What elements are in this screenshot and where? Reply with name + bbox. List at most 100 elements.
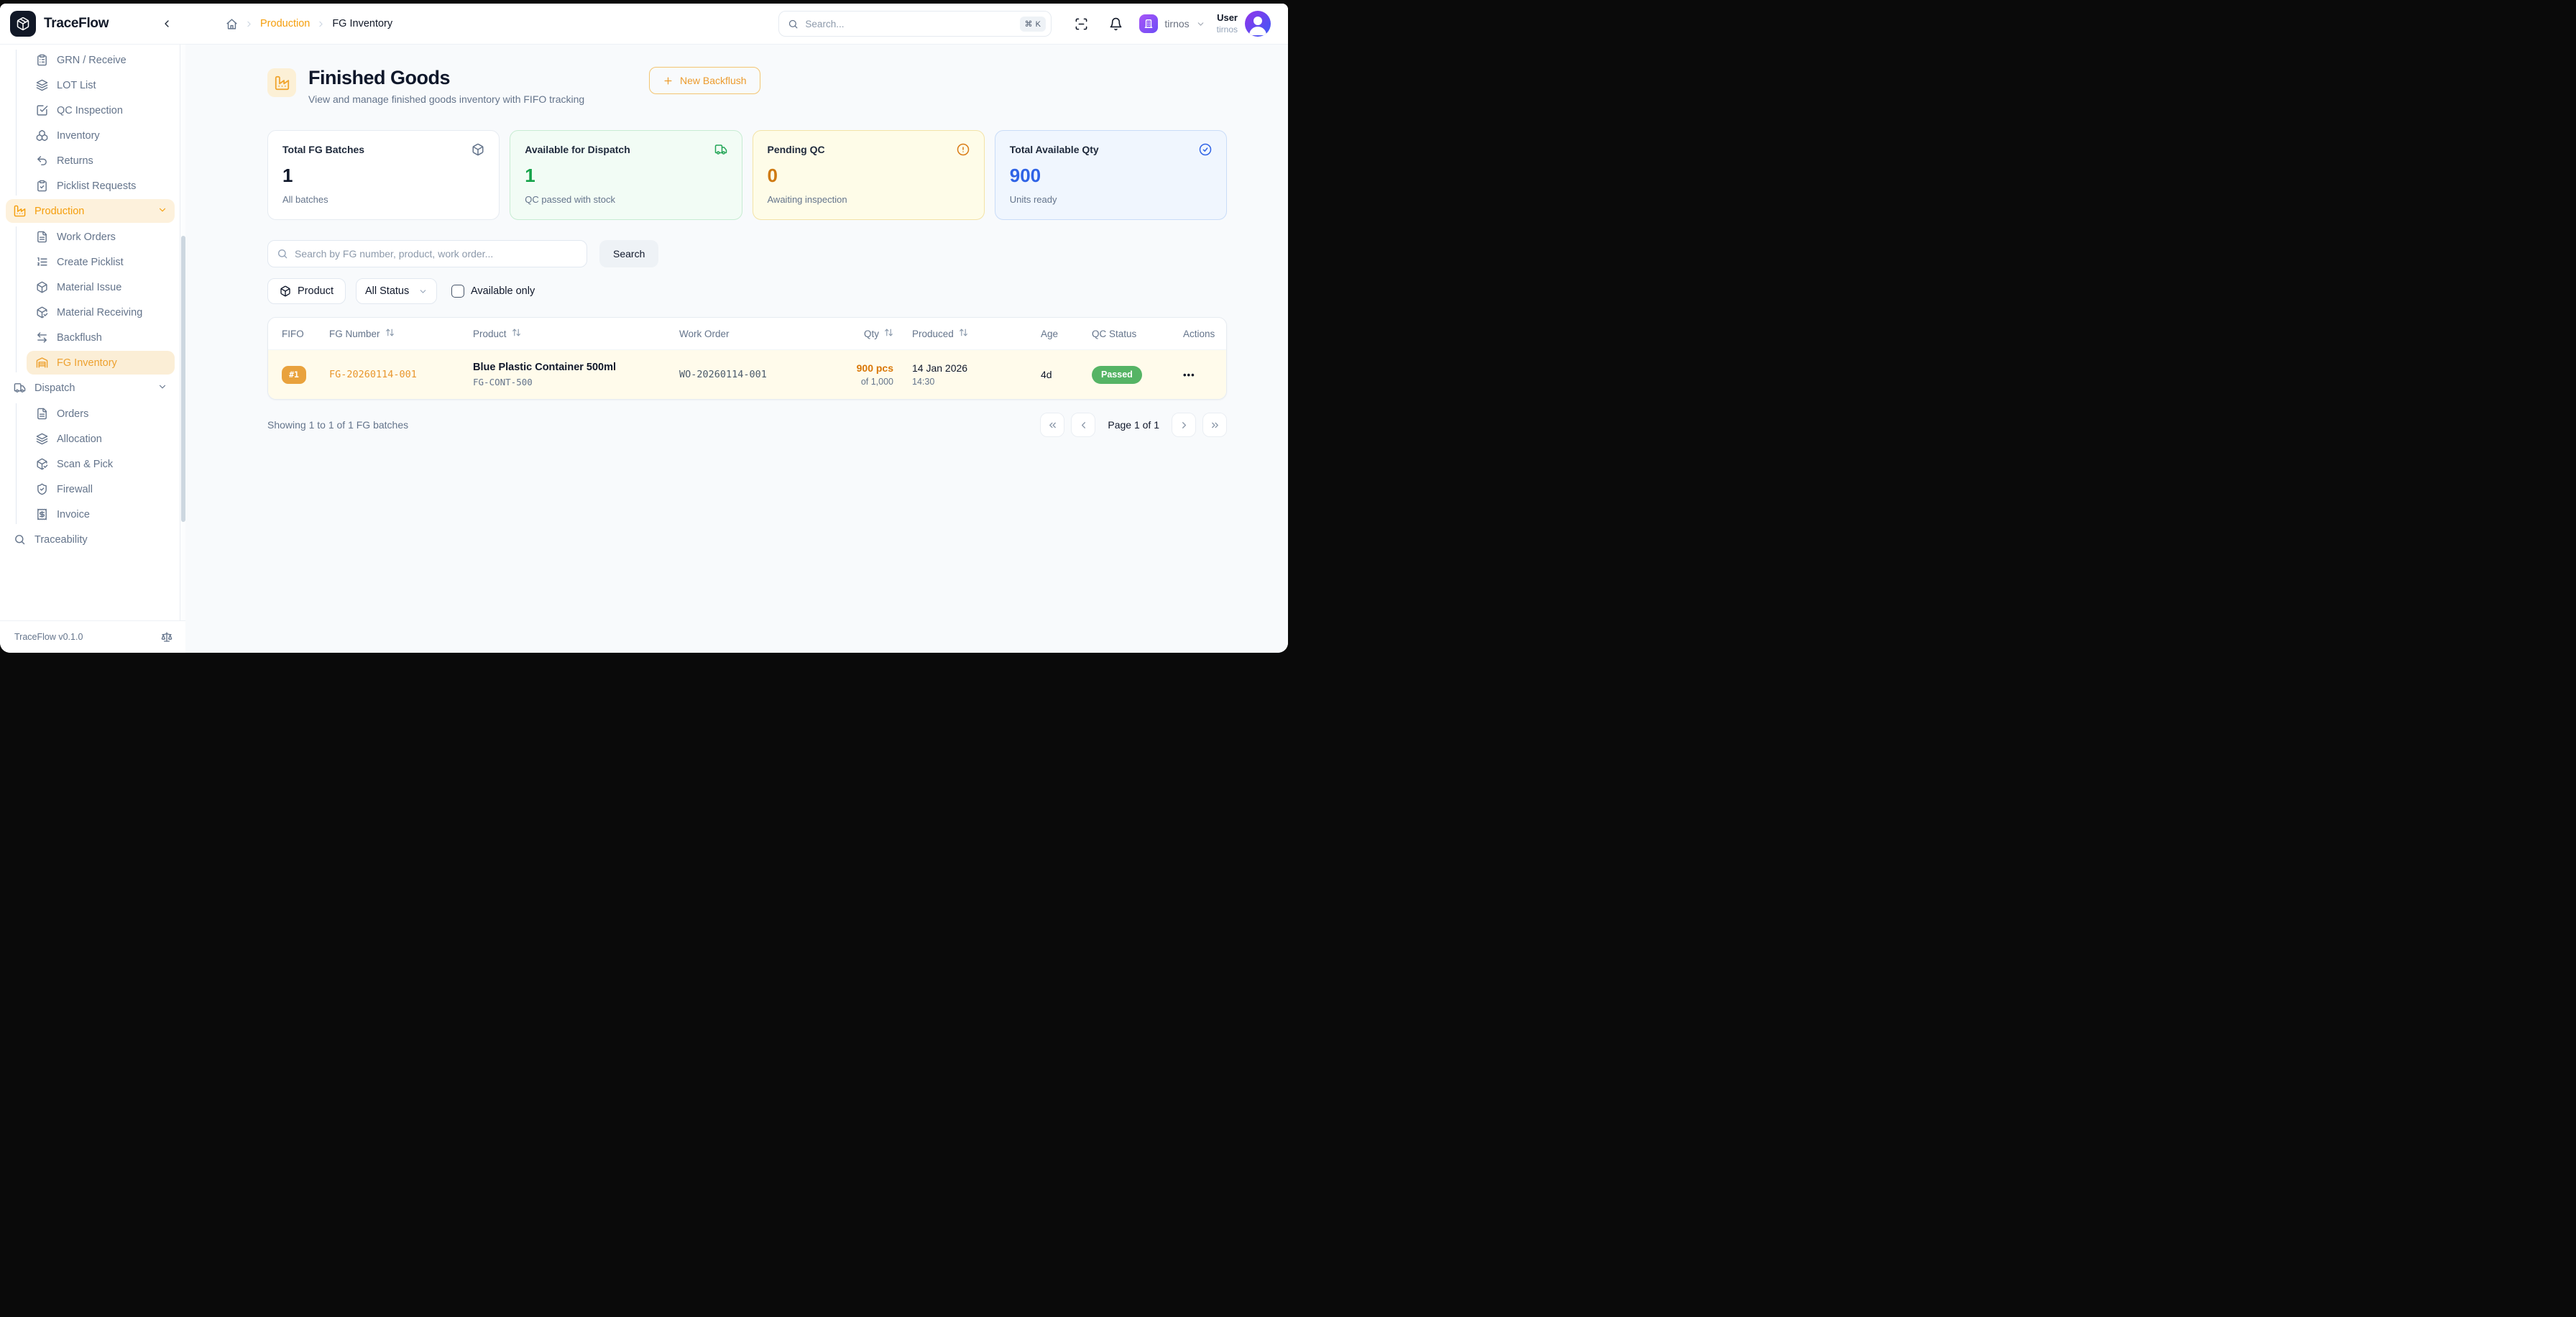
status-badge: Passed [1092, 365, 1142, 384]
fg-search-field[interactable] [267, 240, 587, 267]
sidebar-item-label: Traceability [34, 533, 88, 546]
sidebar-item-label: Backflush [57, 331, 102, 344]
table-search-row: Search [267, 240, 1227, 267]
sidebar-item-invoice[interactable]: Invoice [27, 503, 175, 526]
new-backflush-button[interactable]: New Backflush [649, 67, 760, 94]
stat-value: 0 [767, 165, 778, 186]
table-row[interactable]: #1 FG-20260114-001 Blue Plastic Containe… [268, 350, 1226, 399]
sidebar-item-returns[interactable]: Returns [27, 149, 175, 173]
sidebar-item-allocation[interactable]: Allocation [27, 427, 175, 451]
global-search-placeholder: Search... [805, 18, 845, 29]
sidebar-item-label: Work Orders [57, 231, 116, 243]
sidebar-item-label: Dispatch [34, 382, 75, 394]
org-switcher[interactable]: tirnos [1139, 14, 1205, 33]
stat-sublabel: QC passed with stock [525, 194, 615, 205]
filter-row: Product All Status Available only [267, 278, 1227, 304]
receipt-icon [37, 508, 47, 520]
global-search-input[interactable]: Search... ⌘ K [778, 11, 1052, 37]
sidebar-item-label: Picklist Requests [57, 180, 137, 192]
sidebar-item-production[interactable]: Production [6, 199, 175, 223]
sidebar-nav: GRN / Receive LOT List QC Inspection Inv… [0, 45, 185, 620]
stat-card-total-qty: Total Available Qty 900 Units ready [994, 130, 1227, 220]
first-page-button[interactable] [1040, 413, 1065, 437]
page-title: Finished Goods [308, 67, 451, 88]
available-only-checkbox[interactable] [451, 285, 464, 298]
sidebar-group-inbound: GRN / Receive LOT List QC Inspection Inv… [6, 47, 175, 198]
org-avatar [1139, 14, 1159, 33]
chevron-right-icon [244, 19, 254, 29]
col-header-work-order: Work Order [679, 328, 730, 339]
person-icon [1249, 17, 1266, 35]
page-subtitle: View and manage finished goods inventory… [308, 93, 585, 106]
product-filter-button[interactable]: Product [267, 278, 346, 304]
sidebar-item-material-receiving[interactable]: Material Receiving [27, 300, 175, 324]
table-footer: Showing 1 to 1 of 1 FG batches Page 1 of… [267, 413, 1227, 437]
sidebar-item-qc-inspection[interactable]: QC Inspection [27, 98, 175, 122]
check-square-icon [37, 105, 48, 116]
table-header-row: FIFO FG Number Product Work Order Qty Pr… [268, 318, 1226, 350]
sidebar-group-dispatch: Orders Allocation Scan & Pick Firewall I… [6, 401, 175, 526]
sidebar-item-traceability[interactable]: Traceability [6, 528, 175, 551]
status-select-value: All Status [364, 285, 410, 297]
sidebar-item-fg-inventory[interactable]: FG Inventory [27, 351, 175, 375]
factory-icon [14, 205, 26, 217]
package-check-icon [37, 458, 48, 470]
arrow-up-down-icon[interactable] [959, 328, 968, 339]
package-check-icon [37, 306, 48, 318]
status-select[interactable]: All Status [355, 278, 437, 304]
last-page-button[interactable] [1202, 413, 1227, 437]
sidebar-item-label: Create Picklist [57, 256, 124, 268]
arrow-up-down-icon[interactable] [884, 328, 893, 339]
user-avatar[interactable] [1245, 11, 1271, 37]
stat-sublabel: All batches [282, 194, 328, 205]
notifications-button[interactable] [1105, 13, 1126, 35]
arrow-up-down-icon[interactable] [512, 328, 521, 339]
sidebar: TraceFlow GRN / Receive LOT List QC Insp… [0, 4, 185, 653]
stat-card-total-batches: Total FG Batches 1 All batches [267, 130, 500, 220]
col-header-qty[interactable]: Qty [842, 328, 912, 339]
sidebar-item-scan-pick[interactable]: Scan & Pick [27, 452, 175, 476]
sidebar-item-work-orders[interactable]: Work Orders [27, 225, 175, 249]
user-display-name: User [1217, 12, 1238, 24]
stat-label: Available for Dispatch [525, 144, 630, 155]
sidebar-collapse-button[interactable] [157, 14, 177, 34]
fifo-rank-badge: #1 [282, 365, 306, 384]
sidebar-scrollbar-thumb[interactable] [181, 236, 185, 522]
sidebar-item-inventory[interactable]: Inventory [27, 124, 175, 147]
breadcrumb-production[interactable]: Production [260, 18, 310, 29]
list-ordered-icon [37, 257, 47, 266]
sidebar-item-firewall[interactable]: Firewall [27, 477, 175, 501]
sidebar-scrollbar[interactable] [180, 45, 185, 620]
scan-button[interactable] [1070, 13, 1092, 35]
factory-icon [267, 68, 296, 97]
sidebar-item-picklist-requests[interactable]: Picklist Requests [27, 174, 175, 198]
sidebar-item-backflush[interactable]: Backflush [27, 326, 175, 349]
app-title: TraceFlow [44, 16, 109, 31]
col-header-fg-number[interactable]: FG Number [329, 328, 473, 339]
sidebar-item-material-issue[interactable]: Material Issue [27, 275, 175, 299]
sidebar-item-dispatch[interactable]: Dispatch [6, 376, 175, 400]
available-only-toggle[interactable]: Available only [451, 285, 535, 298]
col-header-product[interactable]: Product [473, 328, 679, 339]
col-header-produced[interactable]: Produced [912, 328, 1041, 339]
prev-page-button[interactable] [1071, 413, 1096, 437]
sidebar-item-grn-receive[interactable]: GRN / Receive [27, 48, 175, 72]
sidebar-item-create-picklist[interactable]: Create Picklist [27, 250, 175, 274]
fg-number-cell[interactable]: FG-20260114-001 [329, 369, 417, 380]
fg-search-input[interactable] [295, 248, 578, 260]
file-text-icon [37, 231, 47, 243]
row-actions-button[interactable]: ••• [1183, 370, 1195, 380]
sidebar-group-production: Work Orders Create Picklist Material Iss… [6, 224, 175, 375]
sidebar-item-orders[interactable]: Orders [27, 402, 175, 426]
col-header-qc-status: QC Status [1092, 328, 1137, 339]
stat-value: 900 [1009, 165, 1041, 186]
pagination: Page 1 of 1 [1040, 413, 1227, 437]
sidebar-item-label: Allocation [57, 433, 102, 445]
sidebar-item-lot-list[interactable]: LOT List [27, 73, 175, 97]
clipboard-check-icon [37, 180, 47, 192]
next-page-button[interactable] [1172, 413, 1196, 437]
arrow-up-down-icon[interactable] [385, 328, 395, 339]
home-icon[interactable] [226, 18, 238, 30]
search-button[interactable]: Search [599, 240, 659, 267]
qty-value: 900 pcs [856, 362, 893, 374]
